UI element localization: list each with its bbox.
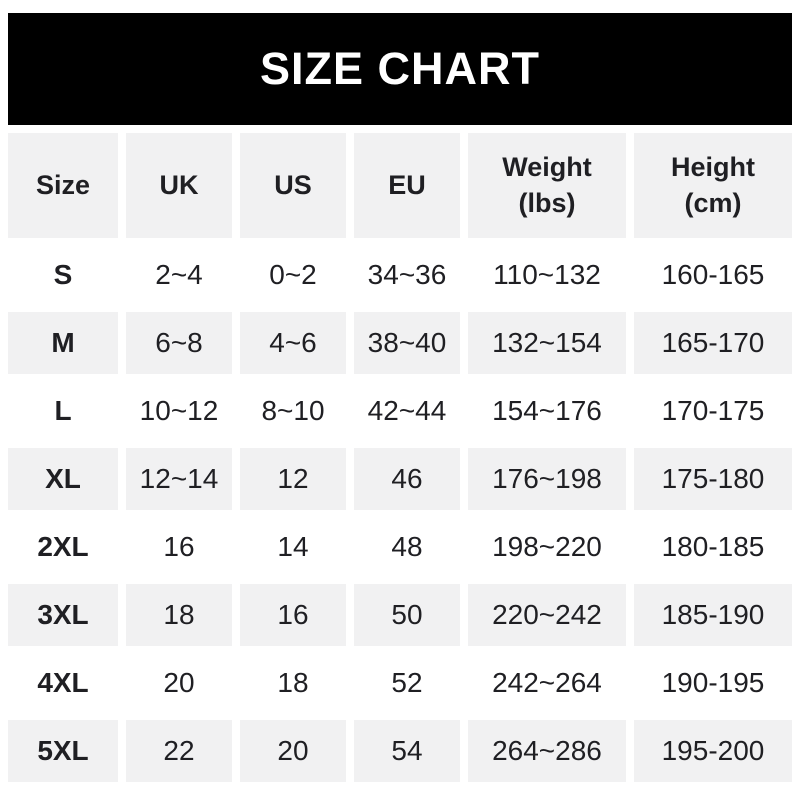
table-cell: 110~132 — [468, 244, 626, 306]
table-cell: 22 — [126, 720, 232, 782]
table-cell: 6~8 — [126, 312, 232, 374]
column-header-weight_lbs: Weight (lbs) — [468, 133, 626, 238]
column-header-height_cm: Height (cm) — [634, 133, 792, 238]
table-cell: 160-165 — [634, 244, 792, 306]
table-cell: 170-175 — [634, 380, 792, 442]
table-cell: 175-180 — [634, 448, 792, 510]
table-cell: 4~6 — [240, 312, 346, 374]
size-label: 5XL — [8, 720, 118, 782]
table-cell: 54 — [354, 720, 460, 782]
table-cell: 264~286 — [468, 720, 626, 782]
table-cell: 18 — [126, 584, 232, 646]
table-cell: 176~198 — [468, 448, 626, 510]
column-header-line: Size — [35, 169, 91, 200]
table-cell: 38~40 — [354, 312, 460, 374]
table-cell: 154~176 — [468, 380, 626, 442]
column-header-line: (cm) — [684, 187, 742, 218]
table-cell: 190-195 — [634, 652, 792, 714]
table-cell: 52 — [354, 652, 460, 714]
table-cell: 195-200 — [634, 720, 792, 782]
table-cell: 20 — [240, 720, 346, 782]
banner: SIZE CHART — [8, 13, 792, 125]
size-label: M — [8, 312, 118, 374]
table-cell: 242~264 — [468, 652, 626, 714]
column-header-line: (lbs) — [518, 187, 576, 218]
table-cell: 220~242 — [468, 584, 626, 646]
table-cell: 198~220 — [468, 516, 626, 578]
table-cell: 20 — [126, 652, 232, 714]
size-label: 4XL — [8, 652, 118, 714]
table-cell: 16 — [126, 516, 232, 578]
column-header-us: US — [240, 133, 346, 238]
column-header-line: UK — [159, 169, 199, 200]
table-cell: 165-170 — [634, 312, 792, 374]
table-cell: 12~14 — [126, 448, 232, 510]
column-header-line: EU — [388, 169, 426, 200]
table-cell: 10~12 — [126, 380, 232, 442]
table-cell: 42~44 — [354, 380, 460, 442]
size-label: 2XL — [8, 516, 118, 578]
table-cell: 48 — [354, 516, 460, 578]
column-header-uk: UK — [126, 133, 232, 238]
size-label: 3XL — [8, 584, 118, 646]
size-label: S — [8, 244, 118, 306]
table-cell: 16 — [240, 584, 346, 646]
table-cell: 0~2 — [240, 244, 346, 306]
table-cell: 18 — [240, 652, 346, 714]
table-cell: 46 — [354, 448, 460, 510]
table-cell: 34~36 — [354, 244, 460, 306]
column-header-line: Weight — [502, 152, 592, 183]
table-cell: 14 — [240, 516, 346, 578]
size-label: XL — [8, 448, 118, 510]
column-header-size: Size — [8, 133, 118, 238]
table-cell: 8~10 — [240, 380, 346, 442]
size-chart-table: Size UK US EU Weight (lbs) Height (cm) S 2~4 0~2 34… — [8, 133, 792, 782]
table-cell: 12 — [240, 448, 346, 510]
size-label: L — [8, 380, 118, 442]
column-header-line: US — [274, 169, 312, 200]
table-cell: 185-190 — [634, 584, 792, 646]
table-cell: 50 — [354, 584, 460, 646]
page-title: SIZE CHART — [260, 43, 540, 94]
table-cell: 132~154 — [468, 312, 626, 374]
table-cell: 180-185 — [634, 516, 792, 578]
column-header-line: Height — [671, 152, 755, 183]
table-cell: 2~4 — [126, 244, 232, 306]
column-header-eu: EU — [354, 133, 460, 238]
